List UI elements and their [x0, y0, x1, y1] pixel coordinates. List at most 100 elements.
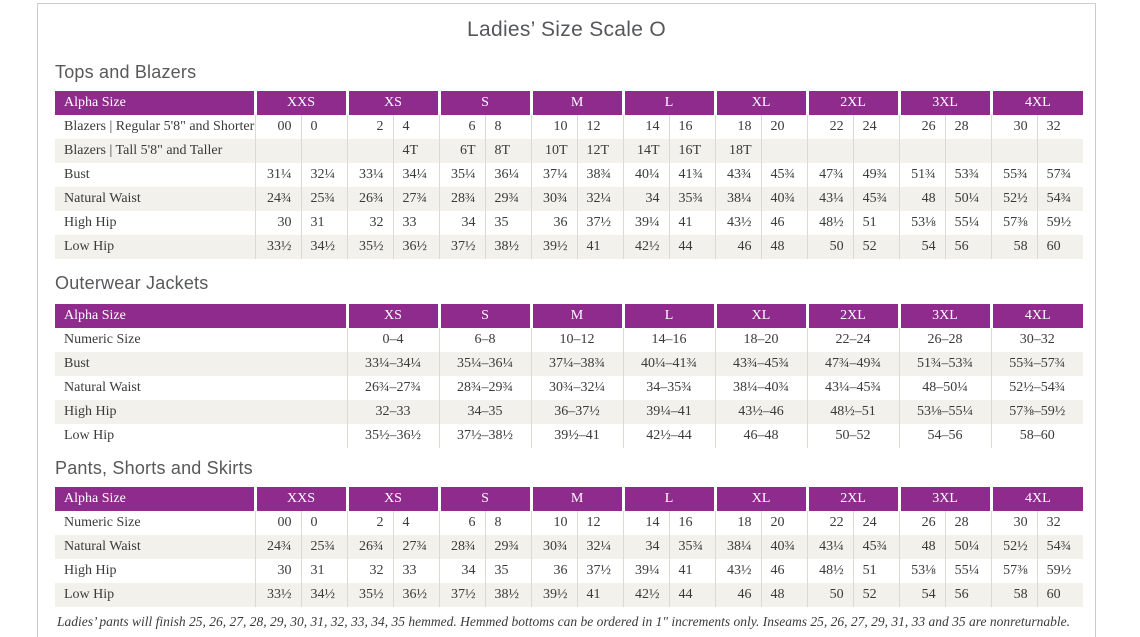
column-header-xxs: XXS [253, 487, 348, 511]
column-header-alpha-size: Alpha Size [55, 91, 255, 115]
value-cell: 34 [622, 535, 670, 559]
value-cell: 25¾ [300, 535, 348, 559]
value-cell: 47¾ [806, 163, 854, 187]
value-cell: 49¾ [852, 163, 900, 187]
value-cell: 37½–38½ [438, 424, 531, 448]
value-cell: 60 [1036, 235, 1084, 259]
table-row: Numeric Size 0–4 6–8 10–12 14–16 18–20 22–24 26… [55, 328, 1083, 352]
value-cell: 18 [714, 511, 762, 535]
value-cell: 34–35 [438, 400, 531, 424]
size-table-pants-shorts-and-skirts: Alpha Size XXS XS S M L XL 2XL 3XL 4XL Numeric Siz… [55, 487, 1084, 607]
row-label: Numeric Size [64, 332, 141, 347]
value-cell: 18T [714, 139, 762, 163]
table-row: High Hip 30 31 32 33 34 35 36 37½ 39¼ 41 43½ 46 48½ 51… [55, 559, 1084, 583]
value-cell: 44 [668, 235, 716, 259]
section-pants-shorts-and-skirts: Pants, Shorts and Skirts Alpha Size XXS XS… [38, 456, 1095, 607]
value-cell: 36½ [392, 235, 440, 259]
value-cell: 48–50¼ [898, 376, 991, 400]
value-cell: 46–48 [714, 424, 807, 448]
value-cell: 59½ [1036, 211, 1084, 235]
value-cell: 32 [1036, 511, 1084, 535]
column-header-m: M [529, 91, 624, 115]
column-header-alpha-size: Alpha Size [55, 487, 255, 511]
value-cell: 38½ [484, 235, 532, 259]
value-cell: 22 [806, 115, 854, 139]
value-cell: 48½–51 [806, 400, 899, 424]
table-row: Blazers | Regular 5'8" and Shorter 00 0 2 4 6… [55, 115, 1084, 139]
row-label: Blazers | Regular 5'8" and Shorter [64, 119, 255, 134]
row-label: Numeric Size [64, 515, 141, 530]
column-header-2xl: 2XL [805, 487, 900, 511]
column-header-3xl: 3XL [897, 487, 992, 511]
value-cell: 28 [944, 115, 992, 139]
value-cell [944, 139, 992, 163]
value-cell: 8T [484, 139, 532, 163]
value-cell: 54¾ [1036, 187, 1084, 211]
value-cell: 27¾ [392, 535, 440, 559]
value-cell: 50–52 [806, 424, 899, 448]
row-label: Low Hip [55, 235, 255, 259]
value-cell: 58 [990, 583, 1038, 607]
value-cell: 34–35¾ [622, 376, 715, 400]
value-cell: 31¼ [254, 163, 301, 187]
value-cell: 41 [668, 559, 716, 583]
value-cell: 40¼ [622, 163, 670, 187]
value-cell: 2 [346, 511, 394, 535]
value-cell: 56 [944, 583, 992, 607]
value-cell: 4 [392, 115, 440, 139]
value-cell: 10–12 [530, 328, 623, 352]
value-cell: 43½ [714, 211, 762, 235]
value-cell: 36–37½ [530, 400, 623, 424]
value-cell: 33 [392, 559, 440, 583]
table-row: Low Hip 35½–36½ 37½–38½ 39½–41 42½–44 46–48 50… [55, 424, 1083, 448]
column-header-l: L [621, 487, 716, 511]
value-cell: 24 [852, 511, 900, 535]
value-cell: 42½–44 [622, 424, 715, 448]
value-cell [346, 139, 394, 163]
value-cell: 30 [254, 559, 301, 583]
value-cell: 52½ [990, 535, 1038, 559]
value-cell: 30¾ [530, 535, 578, 559]
value-cell: 52 [852, 583, 900, 607]
value-cell: 41 [576, 235, 624, 259]
value-cell: 39½ [530, 583, 578, 607]
value-cell: 32¼ [300, 163, 348, 187]
value-cell: 48½ [806, 211, 854, 235]
value-cell: 32¼ [576, 535, 624, 559]
value-cell: 28¾–29¾ [438, 376, 531, 400]
value-cell: 8 [484, 511, 532, 535]
value-cell [898, 139, 946, 163]
value-cell: 33½ [254, 235, 301, 259]
value-cell: 39½–41 [530, 424, 623, 448]
value-cell: 58–60 [990, 424, 1083, 448]
value-cell: 46 [760, 559, 808, 583]
value-cell: 0 [300, 115, 348, 139]
section-heading-pants-shorts-and-skirts: Pants, Shorts and Skirts [55, 458, 253, 478]
table-row: High Hip 30 31 32 33 34 35 36 37½ 39¼ 41 43½ 46 48½ 51… [55, 211, 1084, 235]
value-cell: 56 [944, 235, 992, 259]
row-label: Blazers | Tall 5'8" and Taller [55, 139, 255, 163]
value-cell: 54 [898, 583, 946, 607]
row-label: Bust [55, 352, 347, 376]
column-header-xs: XS [345, 487, 440, 511]
value-cell: 50 [806, 583, 854, 607]
value-cell: 50¼ [944, 187, 992, 211]
value-cell: 36¼ [484, 163, 532, 187]
value-cell: 48 [760, 583, 808, 607]
value-cell: 55¼ [944, 559, 992, 583]
value-cell: 57¾ [1036, 163, 1084, 187]
value-cell: 35 [484, 211, 532, 235]
value-cell: 54 [898, 235, 946, 259]
value-cell: 26 [898, 115, 946, 139]
size-table-outerwear-jackets: Alpha Size XS S M L XL 2XL 3XL 4XL Numeric Size 0–… [55, 304, 1083, 448]
value-cell: 12 [576, 115, 624, 139]
value-cell: 43½–46 [714, 400, 807, 424]
value-cell: 6 [438, 511, 486, 535]
value-cell: 51 [852, 211, 900, 235]
value-cell: 6–8 [438, 328, 531, 352]
value-cell: 28¾ [438, 187, 486, 211]
value-cell: 38½ [484, 583, 532, 607]
row-label: High Hip [64, 563, 117, 578]
value-cell: 33¼–34¼ [346, 352, 439, 376]
value-cell: 35¾ [668, 535, 716, 559]
